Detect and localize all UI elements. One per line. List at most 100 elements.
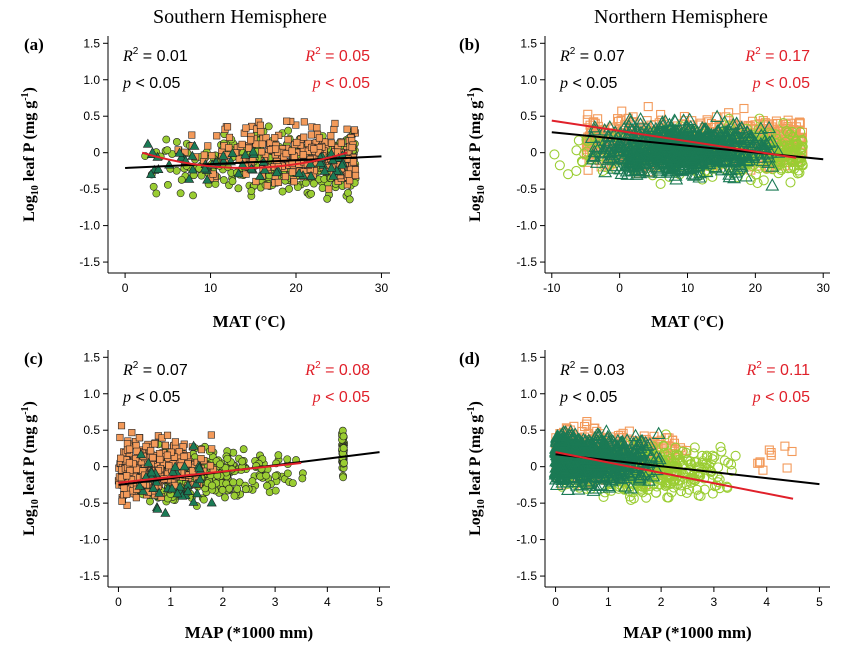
point-square	[643, 102, 653, 112]
point-square	[179, 443, 187, 451]
point-triangle	[652, 451, 667, 465]
point-square	[327, 132, 335, 140]
point-square	[263, 182, 271, 190]
point-triangle	[737, 134, 752, 148]
point-square	[293, 138, 301, 147]
point-triangle	[233, 168, 244, 178]
point-square	[258, 148, 266, 156]
point-triangle	[664, 162, 678, 175]
point-circle	[293, 183, 302, 192]
point-circle	[793, 165, 804, 176]
point-triangle	[613, 139, 628, 152]
point-square	[283, 117, 291, 125]
point-triangle	[628, 428, 643, 442]
point-triangle	[199, 163, 210, 173]
point-square	[161, 441, 169, 449]
point-circle	[787, 126, 798, 137]
point-square	[300, 133, 308, 141]
point-circle	[554, 160, 565, 171]
point-square	[794, 117, 805, 127]
point-square	[117, 454, 125, 462]
point-circle	[288, 479, 297, 487]
y-tick-label: 1.0	[520, 73, 537, 87]
point-triangle	[337, 159, 348, 169]
point-circle	[309, 179, 318, 188]
point-triangle	[652, 128, 667, 141]
point-square	[151, 440, 159, 448]
point-circle	[238, 457, 247, 466]
point-square	[128, 429, 136, 437]
y-tick-label: 1.0	[83, 387, 100, 401]
point-triangle	[693, 165, 707, 179]
point-triangle	[753, 121, 768, 134]
point-circle	[707, 488, 718, 499]
point-triangle	[240, 149, 251, 159]
point-triangle	[765, 178, 780, 191]
x-tick-label: 3	[711, 595, 718, 609]
x-tick-label: 20	[289, 281, 303, 295]
point-square	[281, 172, 289, 181]
point-triangle	[619, 163, 634, 177]
point-square	[310, 145, 318, 153]
point-triangle	[674, 126, 689, 139]
point-square	[123, 472, 131, 480]
point-triangle	[657, 124, 672, 137]
point-triangle	[189, 140, 200, 150]
x-tick-label: 5	[376, 595, 383, 609]
x-tick-label: 4	[763, 595, 770, 609]
point-square	[315, 134, 323, 142]
point-square	[352, 171, 360, 180]
point-circle	[704, 460, 715, 472]
point-circle	[176, 189, 185, 198]
point-circle	[722, 482, 733, 493]
point-triangle	[175, 481, 186, 491]
point-square	[348, 143, 356, 152]
point-triangle	[748, 142, 763, 155]
point-triangle	[604, 151, 618, 164]
point-triangle	[176, 152, 187, 162]
point-circle	[271, 486, 280, 495]
point-square	[299, 151, 307, 159]
point-triangle	[728, 165, 743, 178]
point-triangle	[167, 466, 178, 476]
point-triangle	[617, 120, 632, 134]
point-triangle	[138, 485, 149, 495]
point-circle	[681, 487, 692, 498]
point-triangle	[747, 135, 762, 148]
point-circle	[285, 185, 293, 193]
point-square	[258, 140, 266, 148]
point-circle	[218, 486, 227, 494]
point-circle	[225, 484, 233, 493]
point-circle	[189, 191, 197, 200]
point-triangle	[184, 173, 195, 183]
y-tick-label: 0	[530, 460, 537, 474]
point-square	[583, 165, 593, 175]
point-circle	[784, 143, 795, 154]
y-axis-label: Log10 leaf P (mg g-1)	[20, 87, 41, 222]
point-circle	[780, 136, 791, 147]
point-triangle	[721, 162, 736, 175]
fit-line-subset	[141, 151, 348, 169]
point-circle	[681, 447, 692, 458]
annotation-subset-r2: R2 = 0.08	[304, 360, 370, 379]
y-tick-label: -1.5	[516, 255, 537, 269]
point-triangle	[598, 164, 613, 178]
point-circle	[692, 484, 703, 495]
point-circle	[571, 165, 582, 176]
point-circle	[208, 481, 216, 490]
scatter-points	[548, 417, 797, 505]
point-circle	[726, 459, 737, 470]
point-triangle	[218, 150, 229, 160]
annotation-subset-r2: R2 = 0.17	[744, 46, 810, 65]
point-triangle	[669, 172, 684, 185]
point-square	[242, 124, 250, 132]
panel-label: (b)	[459, 35, 480, 54]
point-triangle	[136, 449, 147, 459]
point-square	[163, 431, 172, 439]
point-triangle	[711, 123, 726, 137]
y-tick-label: -0.5	[516, 182, 537, 196]
point-triangle	[762, 120, 776, 134]
point-triangle	[651, 426, 666, 440]
annotation-subset-p: p < 0.05	[312, 389, 370, 406]
